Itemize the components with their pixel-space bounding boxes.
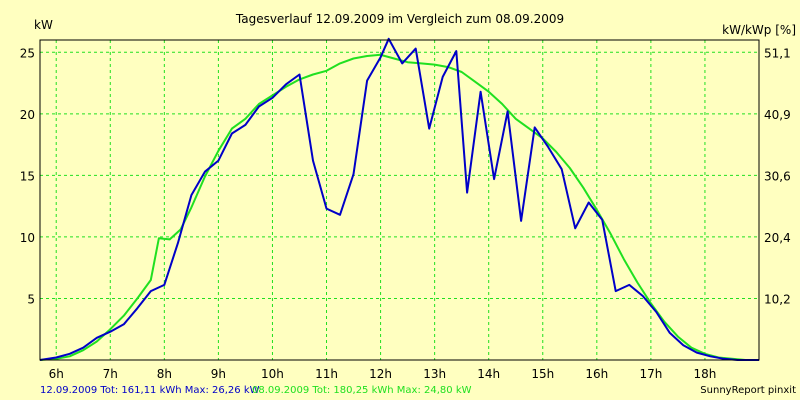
y-left-tick-label: 25: [20, 46, 35, 60]
series-lines: [39, 37, 759, 361]
y-right-tick-label: 30,6: [764, 169, 791, 183]
x-tick-label: 12h: [369, 367, 392, 381]
legend-entry-series-2: 08.09.2009 Tot: 180,25 kWh Max: 24,80 kW: [252, 385, 472, 396]
x-tick-label: 15h: [531, 367, 554, 381]
y-right-tick-label: 40,9: [764, 108, 791, 122]
y-left-tick-label: 5: [27, 292, 35, 306]
series-line-2: [39, 53, 759, 361]
x-tick-label: 14h: [477, 367, 500, 381]
y-right-tick-label: 20,4: [764, 231, 791, 245]
x-tick-label: 6h: [49, 367, 64, 381]
x-tick-label: 16h: [585, 367, 608, 381]
plot-frame: [39, 39, 760, 361]
x-tick-label: 13h: [423, 367, 446, 381]
x-tick-label: 10h: [261, 367, 284, 381]
y-left-tick-label: 20: [20, 108, 35, 122]
x-tick-label: 9h: [211, 367, 226, 381]
gridlines: [40, 40, 759, 360]
x-tick-label: 18h: [694, 367, 717, 381]
y-left-tick-label: 15: [20, 169, 35, 183]
x-axis-ticks: 6h 7h 8h 9h 10h 11h 12h 13h 14h 15h 16h 17h 18h: [49, 367, 717, 381]
y-right-tick-label: 10,2: [764, 292, 791, 306]
y-right-tick-label: 51,1: [764, 46, 791, 60]
x-tick-label: 11h: [315, 367, 338, 381]
series-line-1: [39, 37, 759, 361]
legend-entry-series-1: 12.09.2009 Tot: 161,11 kWh Max: 26,26 kW: [40, 385, 260, 396]
credit-label: SunnyReport pinxit: [700, 385, 796, 396]
right-axis-unit-label: kW/kWp [%]: [722, 23, 796, 37]
x-tick-label: 7h: [103, 367, 118, 381]
x-tick-label: 17h: [639, 367, 662, 381]
y-axis-left-ticks: 5 10 15 20 25: [20, 46, 35, 306]
x-tick-label: 8h: [157, 367, 172, 381]
y-left-tick-label: 10: [20, 231, 35, 245]
chart-title: Tagesverlauf 12.09.2009 im Vergleich zum…: [235, 12, 564, 26]
y-axis-right-ticks: 10,2 20,4 30,6 40,9 51,1: [764, 46, 791, 306]
left-axis-unit-label: kW: [34, 18, 53, 32]
